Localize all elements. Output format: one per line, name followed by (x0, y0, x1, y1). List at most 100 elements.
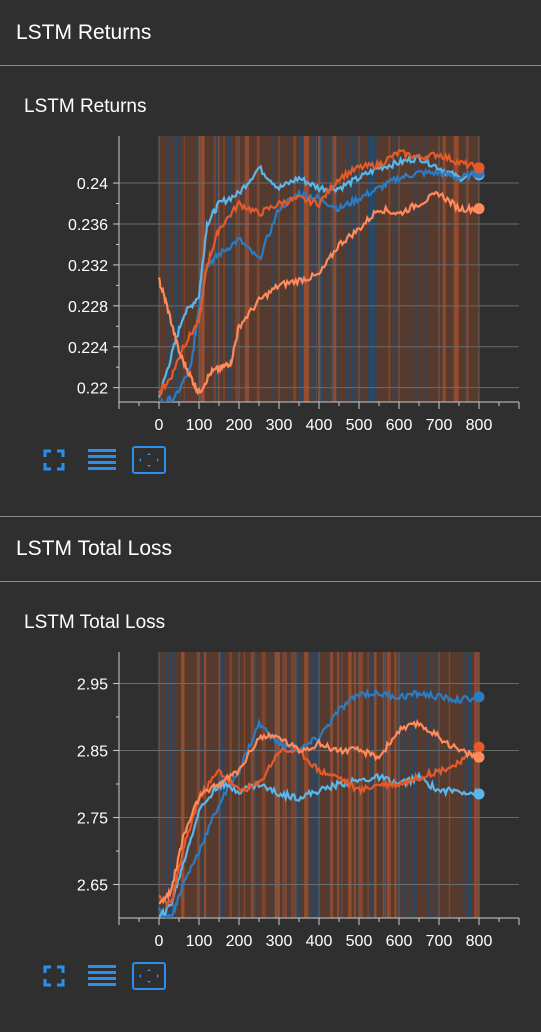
noise-stripe (162, 652, 164, 918)
x-tick-label: 0 (155, 417, 164, 434)
series-end-point-0 (474, 691, 485, 702)
noise-stripe (314, 136, 316, 402)
toggle-lines-button[interactable] (84, 443, 120, 477)
noise-stripe (296, 652, 299, 918)
section-header-returns[interactable]: LSTM Returns (0, 0, 541, 66)
noise-stripe (305, 652, 308, 918)
y-tick-label: 2.75 (77, 810, 108, 827)
x-tick-label: 400 (306, 417, 333, 434)
x-tick-label: 400 (306, 933, 333, 950)
card-title: LSTM Total Loss (24, 612, 165, 634)
noise-stripe (310, 652, 314, 918)
noise-stripe (271, 652, 272, 918)
chart-toolbar (36, 443, 178, 477)
x-tick-label: 0 (155, 933, 164, 950)
noise-stripe (474, 652, 476, 918)
lines-icon (88, 964, 116, 988)
noise-stripe (449, 652, 450, 918)
noise-stripe (328, 136, 329, 402)
noise-stripe (369, 652, 370, 918)
x-tick-label: 700 (426, 417, 453, 434)
noise-stripe (244, 652, 245, 918)
y-tick-label: 2.65 (77, 877, 108, 894)
y-tick-label: 0.232 (68, 258, 108, 275)
x-tick-label: 600 (386, 933, 413, 950)
fit-domain-button[interactable] (132, 962, 166, 990)
x-tick-label: 200 (226, 417, 253, 434)
noise-stripe (247, 136, 248, 402)
x-tick-label: 700 (426, 933, 453, 950)
chart-toolbar (36, 959, 178, 993)
fit-domain-icon (137, 451, 161, 469)
noise-stripe (289, 136, 291, 402)
noise-stripe (468, 652, 472, 918)
noise-stripe (336, 136, 338, 402)
y-tick-label: 0.24 (77, 176, 108, 193)
x-tick-label: 500 (346, 933, 373, 950)
fit-domain-button[interactable] (132, 446, 166, 474)
noise-stripe (244, 136, 245, 402)
noise-stripe (283, 652, 285, 918)
fullscreen-button[interactable] (36, 443, 72, 477)
noise-stripe (201, 652, 203, 918)
y-tick-label: 0.228 (68, 299, 108, 316)
fullscreen-icon (43, 449, 65, 471)
noise-stripe (388, 136, 390, 402)
series-end-point-3 (474, 752, 485, 763)
x-tick-label: 500 (346, 417, 373, 434)
x-tick-label: 100 (186, 933, 213, 950)
x-tick-label: 200 (226, 933, 253, 950)
x-tick-label: 100 (186, 417, 213, 434)
y-tick-label: 0.236 (68, 217, 108, 234)
noise-stripe (305, 136, 309, 402)
chart-card-total-loss: 2.65 2.75 2.85 2.95 0 100 200 300 400 500 600 700 80… (0, 582, 541, 1032)
noise-stripe (272, 136, 273, 402)
noise-stripe (463, 652, 465, 918)
noise-stripe (181, 652, 184, 918)
lines-icon (88, 448, 116, 472)
noise-stripe (425, 136, 427, 402)
noise-stripe (165, 652, 167, 918)
x-tick-label: 300 (266, 417, 293, 434)
noise-stripe (235, 136, 237, 402)
fit-domain-icon (137, 967, 161, 985)
noise-stripe (333, 136, 336, 402)
noise-stripe (328, 652, 329, 918)
series-end-point-2 (474, 162, 485, 173)
noise-stripe (218, 136, 220, 402)
noise-stripe (312, 136, 313, 402)
noise-stripe (204, 652, 206, 918)
noise-stripe (223, 136, 225, 402)
series-end-point-3 (474, 203, 485, 214)
noise-stripe (354, 652, 356, 918)
noise-stripe (275, 652, 278, 918)
fullscreen-button[interactable] (36, 959, 72, 993)
noise-stripe (300, 136, 304, 402)
x-tick-label: 300 (266, 933, 293, 950)
chart-card-returns: 0.22 0.224 0.228 0.232 0.236 0.24 0 100 200 300 40… (0, 66, 541, 516)
y-tick-label: 0.22 (77, 381, 108, 398)
y-tick-label: 0.224 (68, 340, 108, 357)
series-end-point-1 (474, 789, 485, 800)
fullscreen-icon (43, 965, 65, 987)
noise-stripe (331, 136, 333, 402)
noise-stripe (257, 136, 260, 402)
card-title: LSTM Returns (24, 96, 146, 118)
noise-stripe (352, 136, 355, 402)
x-tick-label: 800 (466, 417, 493, 434)
noise-stripe (285, 652, 286, 918)
y-tick-label: 2.85 (77, 743, 108, 760)
noise-stripe (291, 652, 295, 918)
series-end-point-2 (474, 742, 485, 753)
noise-stripe (339, 652, 341, 918)
noise-stripe (434, 652, 437, 918)
noise-stripe (213, 136, 214, 402)
x-tick-label: 600 (386, 417, 413, 434)
noise-stripe (416, 136, 417, 402)
y-tick-label: 2.95 (77, 676, 108, 693)
section-header-total-loss[interactable]: LSTM Total Loss (0, 516, 541, 582)
toggle-lines-button[interactable] (84, 959, 120, 993)
noise-stripe (169, 652, 173, 918)
noise-stripe (314, 652, 317, 918)
x-tick-label: 800 (466, 933, 493, 950)
